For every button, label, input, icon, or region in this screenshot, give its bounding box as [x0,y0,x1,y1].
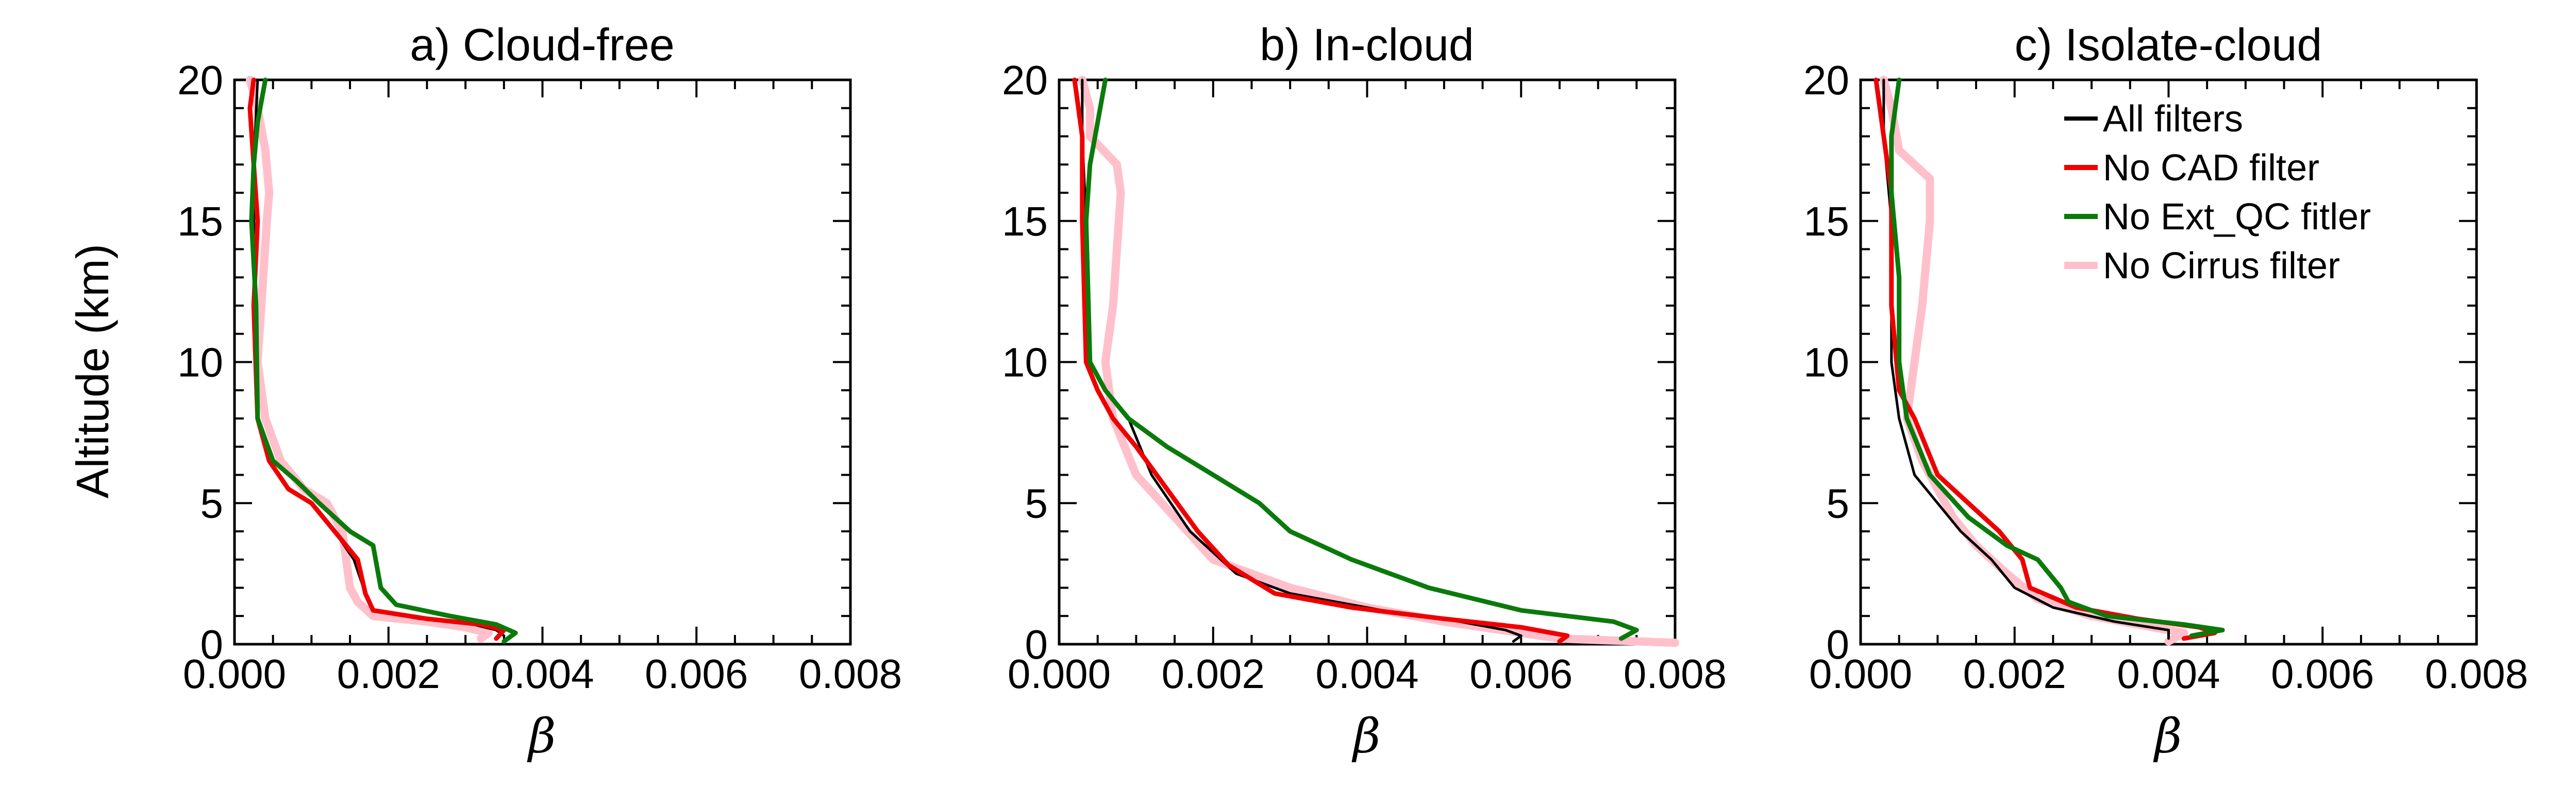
x-tick-label: 0.006 [2271,651,2374,697]
y-tick-label: 15 [177,198,223,244]
y-tick-label: 0 [1827,622,1850,667]
x-tick-label: 0.008 [1624,651,1727,697]
x-tick-label: 0.008 [799,651,902,697]
series-line-no-cirrus-filter [1078,76,1679,647]
x-tick-label: 0.004 [1315,651,1418,697]
y-tick-label: 5 [1827,480,1850,526]
y-tick-label: 20 [177,57,223,103]
panel-title: b) In-cloud [1260,19,1474,70]
series-lines [1874,76,2225,646]
y-tick-label: 0 [1025,622,1048,667]
x-axis-label: β [2153,709,2182,764]
x-ticks: 0.000 0.002 0.004 0.006 0.008 [1809,80,2528,697]
y-ticks: 0 5 10 15 20 [177,57,850,667]
legend-label-all-filters: All filters [2103,98,2243,140]
series-line-no-cirrus-filter [245,76,493,643]
y-tick-label: 10 [1803,340,1849,385]
y-tick-label: 0 [200,622,224,667]
series-lines [1072,76,1679,647]
plot-frame [1058,78,1677,646]
y-ticks: 0 5 10 15 20 [1803,57,2477,667]
panel-c: 0.000 0.002 0.004 0.006 0.008 0 5 10 15 20 c) Is… [1803,19,2528,764]
x-tick-label: 0.008 [2425,651,2528,697]
x-ticks: 0.000 0.002 0.004 0.006 0.008 [183,80,902,697]
x-tick-label: 0.006 [645,651,748,697]
x-axis-label: β [527,709,556,764]
x-tick-label: 0.000 [1809,651,1912,697]
x-ticks: 0.000 0.002 0.004 0.006 0.008 [1008,80,1727,697]
panel-a: 0.000 0.002 0.004 0.006 0.008 0 5 10 15 20 a) Cl… [177,19,902,764]
y-tick-label: 5 [1025,480,1048,526]
legend-label-no-extqc: No Ext_QC fitler [2103,196,2371,238]
y-tick-label: 5 [200,480,224,526]
panel-title: c) Isolate-cloud [2015,19,2322,70]
x-axis-label: β [1351,709,1380,764]
y-tick-label: 20 [1002,57,1048,103]
panel-b: 0.000 0.002 0.004 0.006 0.008 0 5 10 15 20 b) In… [1002,19,1727,764]
series-line-no-cad-filter [1072,77,1570,644]
y-ticks: 0 5 10 15 20 [1002,57,1675,667]
y-tick-label: 20 [1803,57,1849,103]
legend: All filters No CAD filter No Ext_QC fitl… [2064,98,2371,287]
series-line-no-cad-filter [247,77,507,641]
y-tick-label: 15 [1002,198,1048,244]
x-tick-label: 0.002 [1963,651,2066,697]
x-tick-label: 0.002 [1162,651,1265,697]
series-line-all-filters [252,78,506,638]
x-tick-label: 0.004 [491,651,594,697]
y-tick-label: 10 [177,340,223,385]
legend-label-no-cad: No CAD filter [2103,147,2319,189]
x-tick-label: 0.002 [337,651,440,697]
y-tick-label: 10 [1002,340,1048,385]
series-line-all-filters [1081,78,1523,643]
x-tick-label: 0.000 [183,651,286,697]
x-tick-label: 0.004 [2117,651,2220,697]
x-tick-label: 0.006 [1469,651,1573,697]
legend-label-no-cirrus: No Cirrus filter [2103,245,2340,287]
y-axis-label: Altitude (km) [67,244,118,498]
plot-frame [233,78,852,646]
series-lines [245,76,518,644]
series-line-no-ext-qc-fitler [249,77,518,644]
series-line-no-ext-qc-fitler [1083,77,1639,641]
panel-title: a) Cloud-free [410,19,675,70]
series-line-no-ext-qc-fitler [1889,77,2225,639]
x-tick-label: 0.000 [1008,651,1111,697]
y-tick-label: 15 [1803,198,1849,244]
